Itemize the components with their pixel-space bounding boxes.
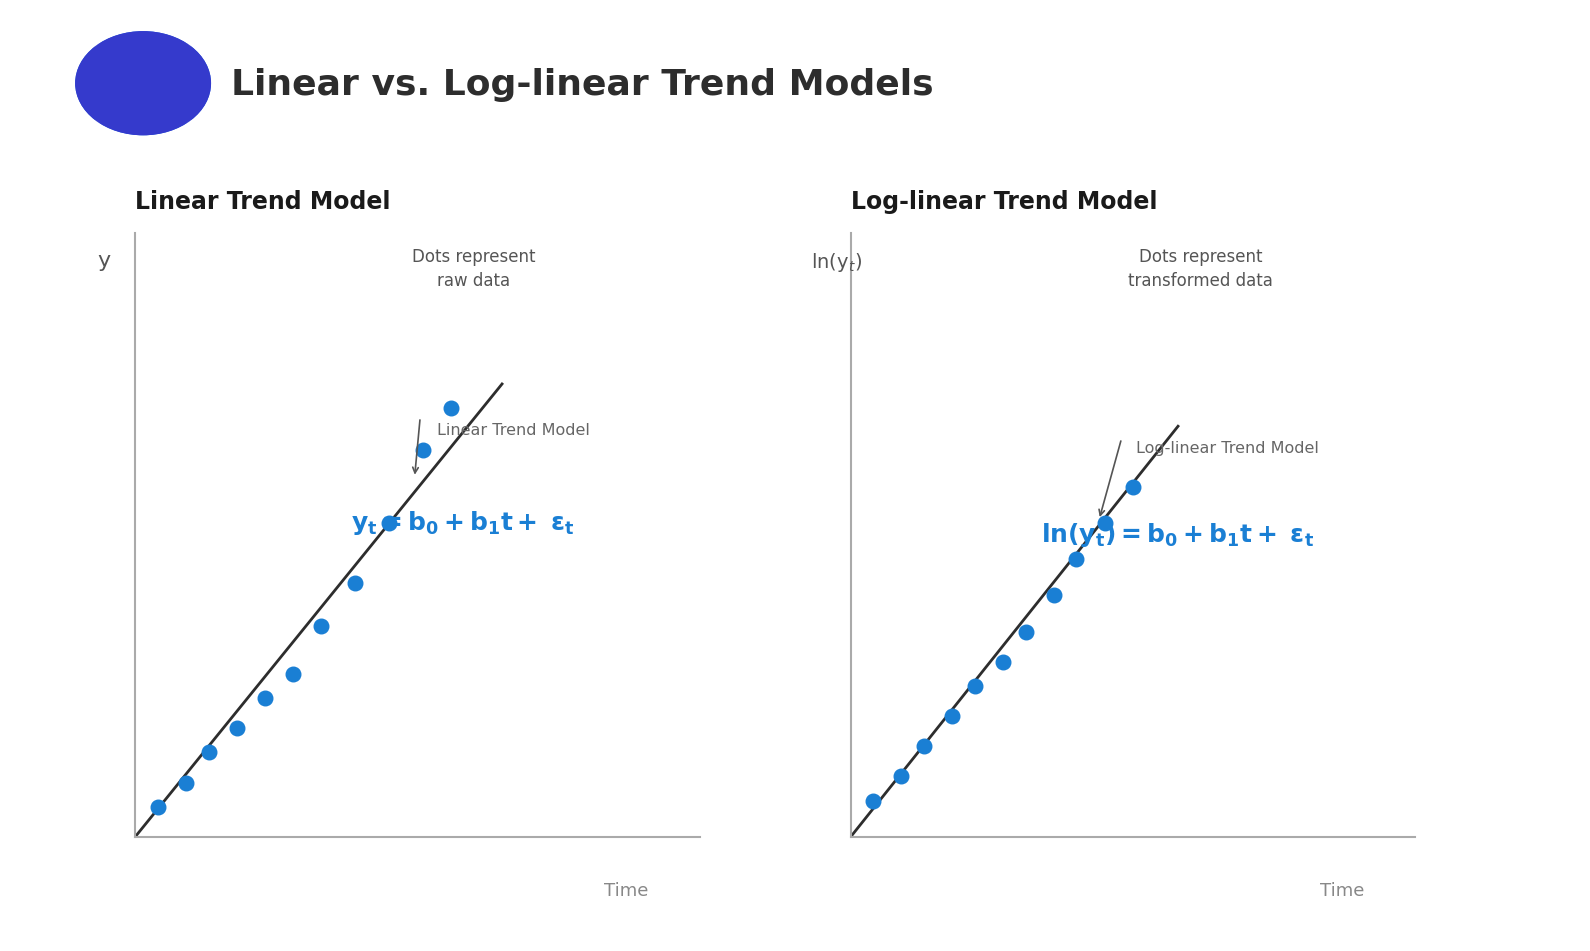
Circle shape — [86, 39, 200, 127]
Circle shape — [92, 44, 194, 123]
Circle shape — [127, 71, 159, 95]
Bar — [129, 68, 146, 111]
Text: y: y — [97, 251, 111, 271]
Point — [889, 768, 914, 784]
Text: Linear Trend Model: Linear Trend Model — [135, 190, 391, 214]
Text: Linear vs. Log-linear Trend Models: Linear vs. Log-linear Trend Models — [231, 68, 933, 103]
Point — [224, 721, 250, 736]
Circle shape — [103, 52, 183, 114]
Circle shape — [105, 54, 181, 112]
Text: Linear Trend Model: Linear Trend Model — [437, 423, 590, 438]
Circle shape — [91, 43, 196, 124]
Circle shape — [107, 55, 180, 111]
Point — [410, 443, 436, 458]
Point — [308, 618, 334, 633]
Circle shape — [108, 56, 178, 110]
Text: Log-linear Trend Model: Log-linear Trend Model — [851, 190, 1158, 214]
Circle shape — [134, 76, 153, 90]
Point — [253, 690, 278, 706]
Point — [860, 793, 886, 808]
Text: $\mathbf{y_t = b_0 + b_1t + \ \varepsilon_t}$: $\mathbf{y_t = b_0 + b_1t + \ \varepsilo… — [350, 509, 574, 537]
Circle shape — [129, 72, 157, 94]
Point — [940, 708, 965, 724]
Circle shape — [138, 80, 148, 87]
Circle shape — [94, 46, 192, 121]
Text: $\mathbf{ln(y_t) = b_0 + b_1t + \ \varepsilon_t}$: $\mathbf{ln(y_t) = b_0 + b_1t + \ \varep… — [1041, 521, 1315, 549]
Point — [439, 400, 464, 416]
Circle shape — [116, 63, 170, 104]
Bar — [151, 51, 170, 111]
Text: ln(y$_t$): ln(y$_t$) — [811, 251, 862, 274]
Circle shape — [121, 67, 165, 100]
Circle shape — [130, 73, 156, 93]
Circle shape — [110, 58, 176, 108]
Circle shape — [124, 68, 162, 98]
Point — [1092, 515, 1118, 531]
Point — [377, 515, 402, 531]
Circle shape — [114, 61, 172, 106]
Circle shape — [119, 65, 167, 102]
Circle shape — [89, 42, 197, 125]
Text: Dots represent
transformed data: Dots represent transformed data — [1129, 248, 1274, 290]
Point — [1013, 624, 1038, 639]
Point — [962, 678, 987, 693]
Circle shape — [76, 31, 210, 135]
Point — [173, 775, 199, 790]
Text: Dots represent
raw data: Dots represent raw data — [412, 248, 536, 290]
Text: Time: Time — [604, 883, 649, 901]
Circle shape — [97, 48, 189, 119]
Text: Log-linear Trend Model: Log-linear Trend Model — [1135, 441, 1318, 456]
Circle shape — [102, 51, 184, 115]
Circle shape — [78, 33, 208, 133]
Point — [1041, 588, 1067, 603]
Circle shape — [113, 60, 173, 107]
Text: Time: Time — [1320, 883, 1364, 901]
Point — [991, 654, 1016, 670]
Circle shape — [122, 68, 164, 99]
Circle shape — [126, 70, 161, 96]
Circle shape — [80, 34, 207, 132]
Point — [196, 745, 221, 760]
Circle shape — [111, 59, 175, 107]
Circle shape — [86, 39, 165, 101]
Bar — [105, 81, 124, 111]
Point — [1064, 552, 1089, 567]
Point — [911, 739, 937, 754]
Point — [280, 667, 305, 682]
Circle shape — [132, 75, 154, 91]
Point — [145, 799, 170, 814]
Circle shape — [84, 38, 202, 128]
Circle shape — [99, 49, 188, 117]
Circle shape — [135, 77, 151, 89]
Circle shape — [100, 50, 186, 116]
Circle shape — [95, 47, 191, 120]
Circle shape — [76, 31, 210, 135]
Circle shape — [83, 37, 204, 129]
Circle shape — [81, 35, 205, 131]
Circle shape — [137, 79, 149, 87]
Point — [1119, 479, 1145, 495]
Point — [342, 575, 367, 591]
Circle shape — [87, 41, 199, 126]
Circle shape — [118, 64, 169, 103]
